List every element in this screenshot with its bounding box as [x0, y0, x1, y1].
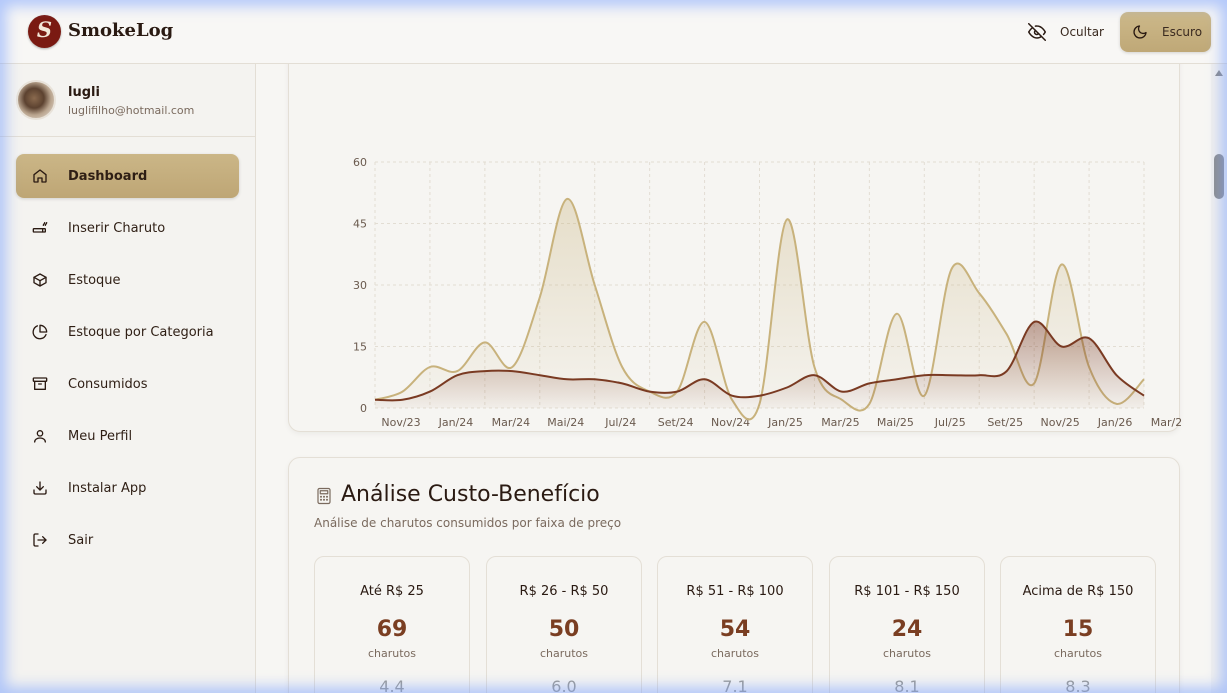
tier-count: 50 — [548, 617, 580, 642]
cigar-icon — [32, 222, 48, 233]
cost-benefit-subtitle: Análise de charutos consumidos por faixa… — [314, 516, 622, 530]
eye-off-icon — [1028, 23, 1046, 41]
cost-benefit-title: Análise Custo-Benefício — [341, 482, 600, 507]
x-tick-label: Jan/25 — [767, 416, 803, 429]
user-icon — [34, 430, 46, 443]
series-area-consumidos — [375, 321, 1144, 408]
sidebar-item-insert-cigar[interactable]: Inserir Charuto — [16, 206, 239, 250]
tier-count: 15 — [1062, 617, 1094, 642]
tier-count: 54 — [719, 617, 751, 642]
box-icon — [33, 273, 47, 287]
x-tick-label: Mar/25 — [821, 416, 859, 429]
x-tick-label: Jan/24 — [438, 416, 474, 429]
sidebar-item-label: Estoque — [68, 272, 121, 288]
calculator-icon — [317, 487, 331, 505]
x-tick-label: Mai/24 — [547, 416, 584, 429]
tier-label: Até R$ 25 — [360, 584, 424, 599]
purchases-consumption-chart: 0 15 30 45 60 Nov/23 Jan/24 Mar/24 Mai/24 Jul/24 S… — [353, 156, 1181, 429]
dark-mode-label: Escuro — [1162, 25, 1203, 39]
x-tick-label: Jan/26 — [1097, 416, 1133, 429]
x-tick-label: Jul/24 — [604, 416, 636, 429]
logo-icon: S — [28, 15, 61, 48]
tier-unit: charutos — [710, 647, 760, 660]
x-tick-label: Set/24 — [658, 416, 694, 429]
tier-count: 69 — [376, 617, 408, 642]
sidebar-item-consumed[interactable]: Consumidos — [16, 362, 239, 406]
series-area-comprados — [375, 198, 1144, 420]
sidebar-item-label: Consumidos — [68, 376, 148, 392]
sidebar-item-stock-by-category[interactable]: Estoque por Categoria — [16, 310, 239, 354]
sidebar-item-dashboard[interactable]: Dashboard — [16, 154, 239, 198]
x-tick-label: Jul/25 — [934, 416, 966, 429]
tier-score: 8.3 — [1065, 677, 1091, 693]
page-scrollbar[interactable] — [1211, 64, 1227, 693]
y-tick-label: 60 — [353, 156, 367, 169]
user-profile: lugli luglifilho@hotmail.com — [0, 64, 255, 137]
y-tick-label: 0 — [360, 402, 367, 415]
tier-unit: charutos — [367, 647, 417, 660]
avatar — [16, 80, 56, 120]
user-email: luglifilho@hotmail.com — [68, 104, 195, 117]
sidebar-item-label: Estoque por Categoria — [68, 324, 214, 340]
hide-values-label: Ocultar — [1060, 25, 1104, 39]
scroll-up-arrow-icon[interactable] — [1215, 70, 1223, 76]
tier-count: 24 — [891, 617, 923, 642]
tier-unit: charutos — [1053, 647, 1103, 660]
tier-label: R$ 51 - R$ 100 — [686, 584, 784, 599]
x-tick-label: Nov/23 — [381, 416, 420, 429]
x-tick-label: Mai/25 — [877, 416, 914, 429]
purchases-consumption-chart-card: 0 15 30 45 60 Nov/23 Jan/24 Mar/24 Mai/24 Jul/24 S… — [288, 64, 1181, 432]
series-line-consumidos — [374, 320, 1145, 402]
dark-mode-button[interactable]: Escuro — [1120, 12, 1211, 52]
main-content: 0 15 30 45 60 Nov/23 Jan/24 Mar/24 Mai/24 Jul/24 S… — [257, 64, 1211, 693]
sidebar-item-label: Dashboard — [68, 168, 148, 184]
sidebar-item-stock[interactable]: Estoque — [16, 258, 239, 302]
y-tick-label: 30 — [353, 279, 367, 292]
sidebar: lugli luglifilho@hotmail.com Dashboard I… — [0, 64, 256, 693]
sidebar-item-my-profile[interactable]: Meu Perfil — [16, 414, 239, 458]
x-tick-label: Nov/25 — [1041, 416, 1080, 429]
download-icon — [33, 481, 47, 495]
price-tier-card: R$ 26 - R$ 50 50 charutos 6.0 — [486, 556, 642, 693]
price-tier-card: Acima de R$ 150 15 charutos 8.3 — [1000, 556, 1156, 693]
tier-unit: charutos — [882, 647, 932, 660]
tier-score: 6.0 — [551, 677, 577, 693]
sidebar-item-label: Meu Perfil — [68, 428, 133, 444]
tier-label: R$ 101 - R$ 150 — [854, 584, 960, 599]
logout-icon — [33, 533, 47, 547]
top-bar: S SmokeLog Ocultar Escuro — [0, 0, 1227, 64]
sidebar-item-label: Sair — [68, 532, 94, 548]
home-icon — [33, 169, 47, 183]
sidebar-item-install-app[interactable]: Instalar App — [16, 466, 239, 510]
tier-score: 7.1 — [722, 677, 748, 693]
y-tick-label: 45 — [353, 218, 367, 231]
app-brand: SmokeLog — [68, 20, 174, 41]
archive-icon — [32, 377, 48, 390]
tier-score: 8.1 — [894, 677, 920, 693]
x-tick-label: Nov/24 — [711, 416, 750, 429]
pie-chart-icon — [32, 324, 48, 340]
price-tier-card: Até R$ 25 69 charutos 4.4 — [314, 556, 470, 693]
hide-values-button[interactable]: Ocultar — [1022, 16, 1112, 48]
tier-unit: charutos — [539, 647, 589, 660]
x-tick-label: Mar/24 — [492, 416, 530, 429]
tier-label: Acima de R$ 150 — [1022, 584, 1134, 599]
scrollbar-thumb[interactable] — [1214, 154, 1224, 199]
cost-benefit-card: Análise Custo-Benefício Análise de charu… — [288, 457, 1180, 693]
x-tick-label: Mar/26 — [1151, 416, 1181, 429]
sidebar-item-label: Inserir Charuto — [68, 220, 166, 236]
x-tick-label: Set/25 — [987, 416, 1023, 429]
price-tier-card: R$ 51 - R$ 100 54 charutos 7.1 — [657, 556, 813, 693]
tier-label: R$ 26 - R$ 50 — [519, 584, 609, 599]
tier-score: 4.4 — [379, 677, 405, 693]
user-name: lugli — [68, 85, 100, 100]
sidebar-item-label: Instalar App — [68, 480, 147, 496]
price-tier-card: R$ 101 - R$ 150 24 charutos 8.1 — [829, 556, 985, 693]
y-tick-label: 15 — [353, 341, 367, 354]
moon-icon — [1133, 25, 1147, 39]
sidebar-item-logout[interactable]: Sair — [16, 518, 239, 562]
